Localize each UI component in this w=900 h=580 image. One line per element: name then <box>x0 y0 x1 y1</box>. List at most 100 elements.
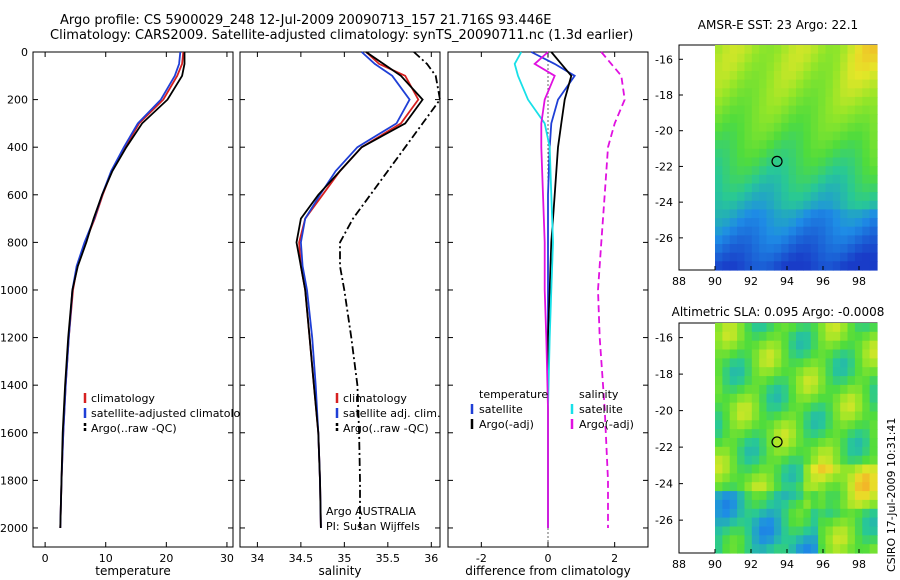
map-cell <box>796 200 804 211</box>
map-cell <box>832 53 841 63</box>
map-cell <box>854 402 863 412</box>
map-cell <box>788 71 797 81</box>
map-cell <box>729 114 738 124</box>
map-cell <box>840 244 849 254</box>
map-cell <box>781 438 790 448</box>
y-tick-label: 1400 <box>0 379 28 392</box>
map-cell <box>840 367 849 377</box>
map-cell <box>818 157 827 167</box>
map-cell <box>715 358 723 368</box>
map-cell <box>803 88 812 98</box>
map-cell <box>737 455 746 466</box>
map-cell <box>715 174 723 185</box>
map-cell <box>773 62 782 72</box>
map-cell <box>832 209 841 219</box>
map-cell <box>818 349 827 359</box>
map-cell <box>766 508 775 519</box>
map-cell <box>722 235 731 245</box>
map-cell <box>722 45 731 55</box>
map-cell <box>729 218 738 228</box>
x-tick-label: 35 <box>337 552 351 565</box>
map-cell <box>825 367 834 377</box>
map-cell <box>803 79 812 89</box>
map-cell <box>788 148 797 159</box>
map-cell <box>832 384 841 395</box>
map-cell <box>803 157 812 167</box>
map-cell <box>788 183 797 193</box>
map-cell <box>751 79 760 89</box>
map-cell <box>781 45 790 55</box>
map-cell <box>840 226 849 236</box>
map-cell <box>862 218 871 228</box>
map-cell <box>781 218 790 228</box>
map-cell <box>773 45 782 55</box>
map-cell <box>788 393 797 404</box>
map-cell <box>788 45 797 55</box>
map-cell <box>825 517 834 527</box>
map-cell <box>862 261 871 271</box>
map-cell <box>759 420 768 430</box>
map-cell <box>729 384 738 395</box>
map-cell <box>781 96 790 107</box>
map-cell <box>729 331 738 342</box>
map-cell <box>781 88 790 98</box>
map-cell <box>862 411 871 421</box>
map-cell <box>751 402 760 412</box>
map-cell <box>847 464 856 474</box>
map-cell <box>773 517 782 527</box>
map-cell <box>766 349 775 359</box>
y-tick-label: -24 <box>655 478 673 491</box>
map-cell <box>788 166 797 176</box>
map-cell <box>832 349 841 359</box>
map-cell <box>722 349 731 359</box>
map-cell <box>744 473 753 483</box>
map-cell <box>825 499 834 510</box>
map-cell <box>744 455 753 466</box>
legend-label: Argo(..raw -QC) <box>91 422 177 435</box>
map-cell <box>854 429 863 439</box>
legend-label: satellite adj. clim. <box>343 407 440 420</box>
map-cell <box>825 88 834 98</box>
map-cell <box>773 131 782 141</box>
map-cell <box>840 53 849 63</box>
map-cell <box>781 464 790 474</box>
map-cell <box>803 45 812 55</box>
map-cell <box>744 252 753 262</box>
map-cell <box>766 174 775 185</box>
map-cell <box>737 174 746 185</box>
series-line-2 <box>59 52 186 529</box>
map-cell <box>803 200 812 211</box>
map-cell <box>847 420 856 430</box>
map-cell <box>847 544 856 554</box>
map-cell <box>825 79 834 89</box>
map-cell <box>751 438 760 448</box>
map-cell <box>751 420 760 430</box>
map-cell <box>862 71 871 81</box>
map-cell <box>766 218 775 228</box>
map-cell <box>766 376 775 386</box>
map-cell <box>854 349 863 359</box>
map-cell <box>803 183 812 193</box>
map-cell <box>722 340 731 351</box>
map-cell <box>847 349 856 359</box>
map-cell <box>773 508 782 519</box>
map-cell <box>796 473 804 483</box>
map-cell <box>744 544 753 554</box>
x-tick-label: 0 <box>42 552 49 565</box>
map-cell <box>847 340 856 351</box>
map-cell <box>751 244 760 254</box>
map-cell <box>810 148 819 159</box>
map-cell <box>847 367 856 377</box>
map-cell <box>737 438 746 448</box>
map-cell <box>840 429 849 439</box>
map-cell <box>818 473 827 483</box>
map-cell <box>751 261 760 271</box>
map-cell <box>796 438 804 448</box>
map-cell <box>832 526 841 536</box>
map-cell <box>825 218 834 228</box>
legend-label: Argo(-adj) <box>479 418 534 431</box>
map-cell <box>803 192 812 202</box>
map-cell <box>759 535 768 545</box>
map-cell <box>862 45 871 55</box>
map-cell <box>744 402 753 412</box>
